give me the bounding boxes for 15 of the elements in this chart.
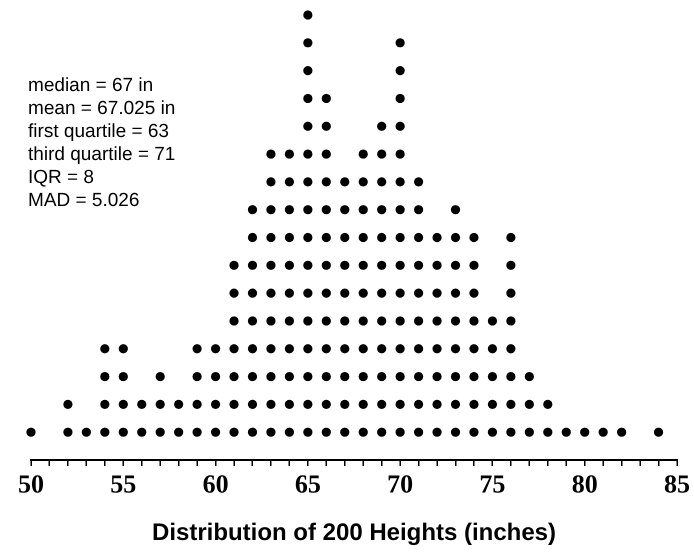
annotation: MAD = 5.026 xyxy=(28,189,140,212)
annotation: third quartile = 71 xyxy=(28,143,176,166)
annotation: mean = 67.025 in xyxy=(28,97,176,120)
x-tick-label: 70 xyxy=(387,469,414,498)
x-tick-label: 50 xyxy=(18,469,44,498)
annotation: median = 67 in xyxy=(28,74,154,97)
x-tick-label: 55 xyxy=(110,469,136,498)
x-tick-label: 75 xyxy=(479,469,506,498)
x-tick-label: 60 xyxy=(202,469,229,498)
annotation: first quartile = 63 xyxy=(28,120,170,143)
x-tick-label: 80 xyxy=(572,469,598,498)
x-axis-title: Distribution of 200 Heights (inches) xyxy=(152,519,556,546)
x-tick-label: 65 xyxy=(294,469,321,498)
annotation: IQR = 8 xyxy=(28,166,95,189)
x-tick-label: 85 xyxy=(664,469,690,498)
